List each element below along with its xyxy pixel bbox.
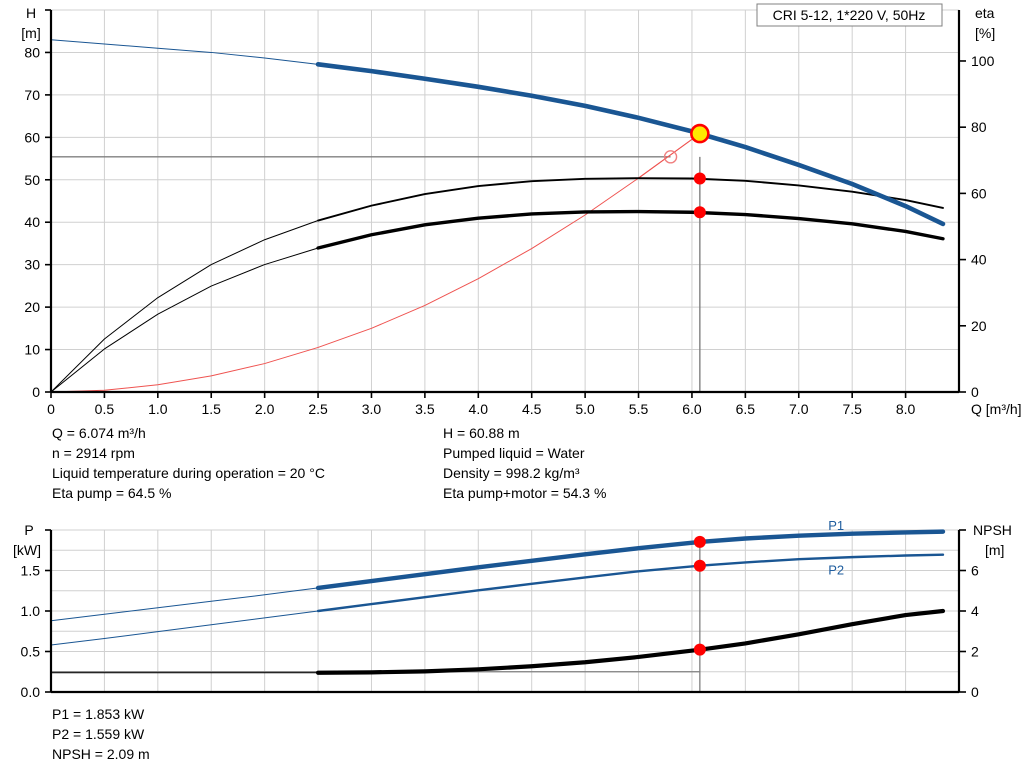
- y-left-axis-label-p-unit: [kW]: [13, 542, 41, 558]
- x-axis-tick-label: 5.0: [575, 401, 595, 417]
- x-axis-tick-label: 0: [47, 401, 55, 417]
- info-top-line: Eta pump+motor = 54.3 %: [443, 485, 607, 501]
- y-axis-tick-label-h: 40: [24, 214, 40, 230]
- info-top-line: n = 2914 rpm: [52, 445, 135, 461]
- p2-curve-thin: [50, 610, 319, 646]
- y-axis-tick-label-npsh: 6: [971, 563, 979, 579]
- x-axis-tick-label: 1.5: [202, 401, 222, 417]
- y-axis-tick-label-h: 60: [24, 129, 40, 145]
- info-bottom-line: NPSH = 2.09 m: [52, 746, 150, 762]
- p1-curve-thick: [315, 529, 946, 591]
- y-right-axis-label-eta: eta: [975, 5, 995, 21]
- x-axis-tick-label: 7.5: [842, 401, 862, 417]
- x-axis-tick-label: 0.5: [95, 401, 115, 417]
- head-curve-thin: [50, 39, 319, 65]
- system-point-marker: [663, 150, 678, 164]
- y-axis-tick-label-npsh: 0: [971, 684, 979, 700]
- x-axis-label: Q [m³/h]: [971, 401, 1022, 417]
- x-axis-tick-label: 6.5: [736, 401, 756, 417]
- info-top-column-1: Q = 6.074 m³/h n = 2914 rpm Liquid tempera…: [52, 423, 325, 503]
- y-left-axis-label-h: H: [26, 5, 36, 21]
- x-axis-tick-label: 2.5: [308, 401, 328, 417]
- x-axis-tick-label: 6.0: [682, 401, 702, 417]
- eta-pump-curve-thin: [50, 220, 319, 393]
- duty-point-marker[interactable]: [690, 123, 710, 144]
- p2-curve-label: P2: [828, 563, 844, 578]
- info-top-line: H = 60.88 m: [443, 425, 520, 441]
- y-axis-tick-label-p: 0.5: [21, 644, 41, 660]
- y-axis-tick-label-p: 0.0: [21, 684, 41, 700]
- y-axis-tick-label-npsh: 4: [971, 603, 979, 619]
- info-bottom-block: P1 = 1.853 kW P2 = 1.559 kW NPSH = 2.09 m: [52, 704, 150, 764]
- y-axis-tick-label-h: 0: [32, 384, 40, 400]
- x-axis-tick-label: 3.5: [415, 401, 435, 417]
- y-right-axis-label-eta-unit: [%]: [975, 25, 995, 41]
- p2-curve-thick: [316, 553, 945, 613]
- x-axis-tick-label: 3.0: [362, 401, 382, 417]
- y-right-axis-label-npsh: NPSH: [973, 522, 1012, 538]
- eta-pump-curve-thick: [317, 177, 944, 222]
- title-box: [756, 3, 943, 27]
- y-axis-tick-label-npsh: 2: [971, 644, 979, 660]
- eta-pump-motor-curve-thin: [50, 247, 319, 393]
- y-axis-tick-label-eta: 60: [971, 185, 987, 201]
- y-left-axis-label-p: P: [24, 522, 33, 538]
- info-top-line: Pumped liquid = Water: [443, 445, 585, 461]
- y-axis-tick-label-h: 10: [24, 342, 40, 358]
- info-top-column-2: H = 60.88 m Pumped liquid = Water Density …: [443, 423, 606, 503]
- operating-point-marker: [693, 172, 706, 185]
- info-top-line: Liquid temperature during operation = 20…: [52, 465, 325, 481]
- x-axis-tick-label: 4.5: [522, 401, 542, 417]
- y-axis-tick-label-p: 1.0: [21, 603, 41, 619]
- y-axis-tick-label-h: 70: [24, 87, 40, 103]
- info-bottom-line: P2 = 1.559 kW: [52, 726, 145, 742]
- y-right-axis-label-npsh-unit: [m]: [985, 542, 1004, 558]
- operating-point-marker: [693, 643, 706, 656]
- system-curve-tip: [638, 133, 701, 179]
- x-axis-tick-label: 5.5: [629, 401, 649, 417]
- system-curve: [50, 133, 701, 393]
- x-axis-tick-label: 4.0: [469, 401, 489, 417]
- y-axis-tick-label-eta: 80: [971, 119, 987, 135]
- eta-pump-motor-curve-thick: [316, 209, 945, 250]
- y-axis-tick-label-h: 50: [24, 172, 40, 188]
- title-box-label: CRI 5-12, 1*220 V, 50Hz: [773, 7, 926, 23]
- p1-curve-label: P1: [828, 518, 844, 533]
- info-top-line: Q = 6.074 m³/h: [52, 425, 146, 441]
- x-axis-tick-label: 7.0: [789, 401, 809, 417]
- x-axis-tick-label: 8.0: [896, 401, 916, 417]
- y-axis-tick-label-h: 80: [24, 44, 40, 60]
- info-top-line: Eta pump = 64.5 %: [52, 485, 172, 501]
- y-axis-tick-label-eta: 0: [971, 384, 979, 400]
- y-left-axis-label-h-unit: [m]: [21, 25, 40, 41]
- y-axis-tick-label-eta: 20: [971, 318, 987, 334]
- operating-point-marker: [693, 206, 706, 219]
- x-axis-tick-label: 2.0: [255, 401, 275, 417]
- info-top-line: Density = 998.2 kg/m³: [443, 465, 580, 481]
- y-axis-tick-label-h: 30: [24, 257, 40, 273]
- info-bottom-line: P1 = 1.853 kW: [52, 706, 145, 722]
- npsh-curve-thick: [315, 608, 946, 675]
- operating-point-marker: [693, 535, 706, 548]
- p1-curve-thin: [50, 587, 319, 622]
- y-axis-tick-label-h: 20: [24, 299, 40, 315]
- y-axis-tick-label-eta: 100: [971, 53, 995, 69]
- y-axis-tick-label-p: 1.5: [21, 563, 41, 579]
- x-axis-tick-label: 1.0: [148, 401, 168, 417]
- y-axis-tick-label-eta: 40: [971, 252, 987, 268]
- operating-point-marker: [693, 559, 706, 572]
- head-curve-thick: [315, 62, 946, 227]
